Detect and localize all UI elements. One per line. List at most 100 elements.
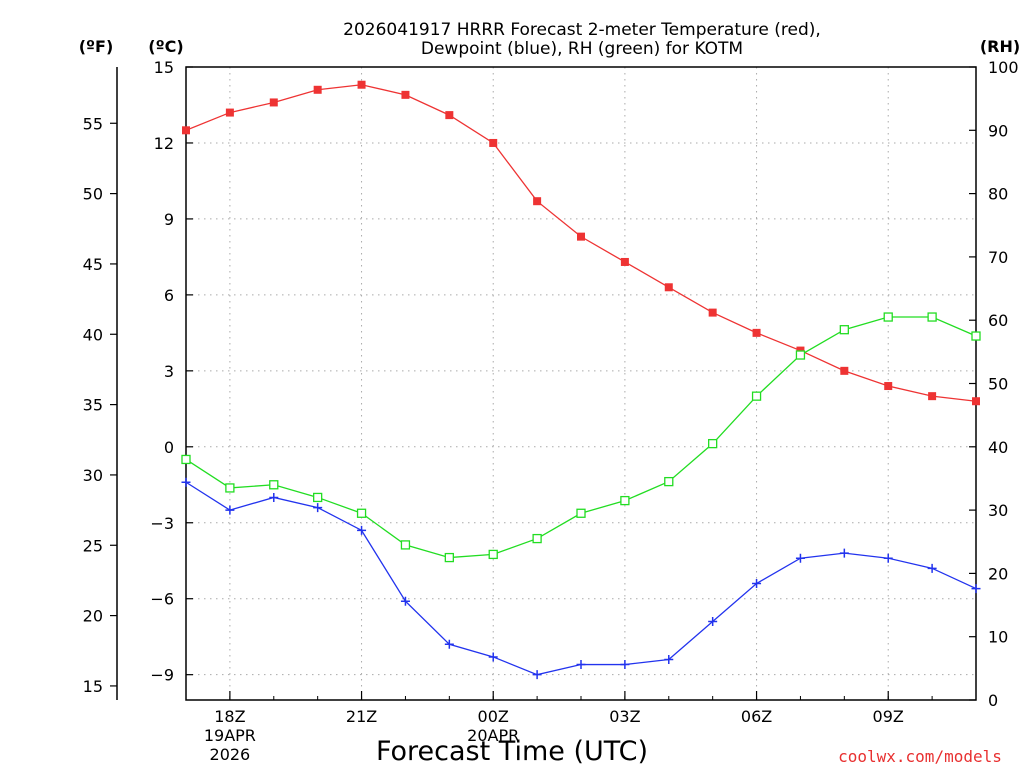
temperature-marker — [840, 366, 849, 375]
celsius-tick-label: −6 — [150, 590, 174, 609]
fahrenheit-tick-label: 30 — [83, 466, 103, 485]
x-tick-label: 18Z — [214, 707, 245, 726]
x-tick-label: 06Z — [741, 707, 772, 726]
celsius-unit-label: (ºC) — [148, 37, 183, 56]
rh-marker — [927, 312, 937, 322]
rh-tick-label: 20 — [988, 564, 1008, 583]
temperature-marker — [972, 397, 980, 406]
x-tick-label: 03Z — [609, 707, 640, 726]
dewpoint-marker — [269, 492, 279, 502]
temperature-marker — [664, 283, 673, 292]
rh-marker — [971, 331, 981, 341]
rh-tick-label: 30 — [988, 501, 1008, 520]
dewpoint-marker — [357, 525, 367, 535]
rh-tick-label: 60 — [988, 311, 1008, 330]
rh-tick-label: 50 — [988, 375, 1008, 394]
celsius-tick-label: 6 — [164, 286, 174, 305]
dewpoint-marker — [752, 579, 762, 589]
rh-marker — [883, 312, 893, 322]
rh-marker — [620, 495, 630, 506]
celsius-tick-label: −9 — [150, 666, 174, 685]
chart-title-line-1: 2026041917 HRRR Forecast 2-meter Tempera… — [343, 20, 821, 40]
x-tick-label: 21Z — [346, 707, 377, 726]
dewpoint-marker — [620, 660, 630, 670]
rh-tick-label: 80 — [988, 185, 1008, 204]
rh-unit-label: (RH) — [980, 37, 1020, 56]
fahrenheit-tick-label: 40 — [83, 325, 103, 344]
dewpoint-marker — [971, 584, 981, 594]
dewpoint-marker — [839, 548, 849, 558]
x-axis-title: Forecast Time (UTC) — [376, 736, 648, 767]
dewpoint-marker — [708, 617, 718, 627]
rh-marker — [269, 480, 279, 490]
temperature-marker — [884, 382, 893, 391]
rh-tick-label: 100 — [988, 58, 1019, 77]
temperature-marker — [928, 392, 937, 401]
axis-ticks: 15129630−3−6−955504540353025201510090807… — [83, 58, 1019, 764]
dewpoint-marker — [488, 652, 498, 662]
temperature-marker — [533, 197, 542, 206]
rh-marker — [488, 549, 498, 560]
x-tick-label: 09Z — [873, 707, 904, 726]
celsius-tick-label: 12 — [154, 134, 174, 153]
x-tick-date-label: 19APR — [204, 726, 256, 745]
rh-marker — [839, 325, 849, 335]
rh-marker — [313, 492, 323, 503]
rh-tick-label: 40 — [988, 438, 1008, 457]
x-tick-label: 00Z — [478, 707, 509, 726]
x-tick-date-label: 20APR — [467, 726, 519, 745]
temperature-marker — [182, 126, 190, 135]
dewpoint-marker — [400, 596, 410, 606]
fahrenheit-tick-label: 50 — [83, 185, 103, 204]
dewpoint-marker — [444, 639, 454, 649]
celsius-tick-label: −3 — [150, 514, 174, 533]
data-series — [181, 80, 981, 680]
temperature-marker — [225, 108, 234, 117]
temperature-marker — [357, 80, 366, 89]
temperature-marker — [752, 328, 761, 337]
rh-marker — [356, 508, 367, 518]
fahrenheit-tick-label: 20 — [83, 607, 103, 626]
rh-marker — [751, 391, 762, 401]
rh-tick-label: 0 — [988, 691, 998, 710]
rh-marker — [181, 454, 191, 465]
fahrenheit-tick-label: 55 — [83, 114, 103, 133]
dewpoint-marker — [313, 503, 323, 513]
temperature-marker — [445, 111, 454, 120]
fahrenheit-tick-label: 25 — [83, 536, 103, 555]
celsius-tick-label: 0 — [164, 438, 174, 457]
temperature-marker — [577, 232, 585, 241]
chart-title-line-2: Dewpoint (blue), RH (green) for KOTM — [421, 39, 743, 59]
temperature-marker — [620, 257, 629, 266]
fahrenheit-unit-label: (ºF) — [79, 37, 114, 56]
celsius-tick-label: 3 — [164, 362, 174, 381]
rh-marker — [664, 476, 674, 487]
rh-marker — [708, 438, 718, 449]
credit-text: coolwx.com/models — [838, 747, 1002, 766]
dewpoint-marker — [664, 654, 674, 664]
temperature-marker — [313, 85, 322, 94]
dewpoint-marker — [883, 553, 893, 563]
rh-marker — [444, 552, 454, 563]
dewpoint-marker — [927, 563, 937, 573]
dewpoint-marker — [225, 505, 235, 515]
dewpoint-marker — [181, 477, 191, 487]
dewpoint-marker — [532, 670, 542, 680]
temperature-marker — [708, 308, 717, 317]
rh-tick-label: 10 — [988, 628, 1008, 647]
rh-tick-label: 70 — [988, 248, 1008, 267]
fahrenheit-tick-label: 45 — [83, 255, 103, 274]
rh-tick-label: 90 — [988, 121, 1008, 140]
dewpoint-marker — [576, 660, 586, 670]
celsius-tick-label: 9 — [164, 210, 174, 229]
temperature-marker — [401, 90, 410, 99]
x-tick-year-label: 2026 — [210, 745, 251, 764]
rh-marker — [795, 350, 806, 360]
fahrenheit-tick-label: 35 — [83, 396, 103, 415]
fahrenheit-tick-label: 15 — [83, 677, 103, 696]
temperature-marker — [269, 98, 278, 107]
rh-marker — [576, 508, 586, 518]
rh-marker — [400, 540, 411, 550]
